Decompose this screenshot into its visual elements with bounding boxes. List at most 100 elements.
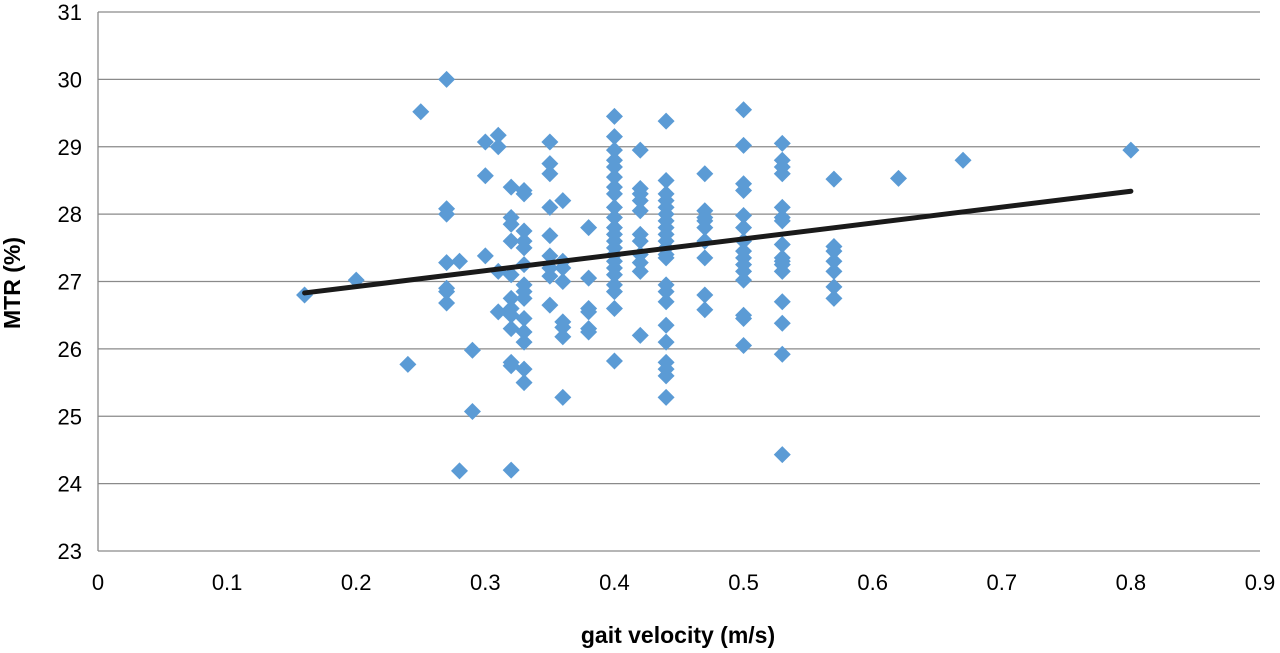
data-point-27 <box>502 289 520 307</box>
data-point-88 <box>605 266 623 284</box>
data-point-12 <box>451 462 469 480</box>
x-tick-label-0: 0 <box>92 570 104 595</box>
data-point-78 <box>605 185 623 203</box>
data-point-172 <box>825 289 843 307</box>
data-point-11 <box>451 252 469 270</box>
data-point-7 <box>438 254 456 272</box>
points-layer <box>296 70 1140 480</box>
data-point-33 <box>502 461 520 479</box>
data-point-13 <box>463 341 481 359</box>
y-tick-label-2: 25 <box>58 404 82 429</box>
data-point-154 <box>773 198 791 216</box>
data-point-36 <box>515 222 533 240</box>
data-point-76 <box>605 168 623 186</box>
data-point-72 <box>605 128 623 146</box>
grid-layer <box>97 11 1260 552</box>
data-point-29 <box>502 306 520 324</box>
data-point-134 <box>696 301 714 319</box>
data-point-132 <box>696 249 714 267</box>
data-point-4 <box>438 70 456 88</box>
data-point-138 <box>735 182 753 200</box>
data-point-91 <box>605 299 623 317</box>
data-point-18 <box>489 126 507 144</box>
data-point-19 <box>489 138 507 156</box>
data-point-161 <box>773 262 791 280</box>
data-point-165 <box>773 446 791 464</box>
data-point-80 <box>605 208 623 226</box>
y-tick-label-6: 29 <box>58 135 82 160</box>
data-point-15 <box>476 133 494 151</box>
data-point-60 <box>554 273 572 290</box>
data-point-25 <box>502 232 520 250</box>
data-point-57 <box>554 192 572 210</box>
x-tick-label-5: 0.5 <box>728 570 759 595</box>
y-tick-label-3: 26 <box>58 337 82 362</box>
x-tick-label-8: 0.8 <box>1116 570 1147 595</box>
data-point-14 <box>463 403 481 421</box>
data-point-44 <box>515 323 533 341</box>
data-point-10 <box>438 294 456 312</box>
data-point-49 <box>541 155 559 173</box>
data-point-105 <box>657 171 675 189</box>
data-point-153 <box>773 165 791 183</box>
data-point-175 <box>1122 141 1140 159</box>
data-point-101 <box>631 254 649 272</box>
data-point-48 <box>541 133 559 151</box>
data-point-96 <box>631 192 649 210</box>
data-point-2 <box>399 355 417 373</box>
data-point-140 <box>735 219 753 237</box>
data-point-157 <box>773 235 791 253</box>
data-point-102 <box>631 262 649 280</box>
data-point-62 <box>554 318 572 336</box>
data-point-103 <box>631 326 649 344</box>
data-point-171 <box>825 278 843 296</box>
data-point-43 <box>515 310 533 328</box>
data-point-42 <box>515 289 533 307</box>
data-point-166 <box>825 170 843 188</box>
x-tick-label-7: 0.7 <box>986 570 1017 595</box>
data-point-93 <box>631 141 649 159</box>
data-point-148 <box>735 310 753 328</box>
data-point-73 <box>605 141 623 159</box>
data-point-169 <box>825 252 843 270</box>
data-point-170 <box>825 262 843 280</box>
data-point-51 <box>541 198 559 216</box>
trendline-layer <box>302 188 1134 296</box>
data-point-55 <box>541 267 559 285</box>
y-tick-label-0: 23 <box>58 539 82 564</box>
data-point-38 <box>515 239 533 257</box>
data-point-164 <box>773 345 791 363</box>
data-point-130 <box>696 219 714 237</box>
data-point-32 <box>502 357 520 375</box>
data-point-50 <box>541 165 559 183</box>
data-point-64 <box>554 388 572 406</box>
y-tick-label-8: 31 <box>58 0 82 25</box>
data-point-133 <box>696 286 714 304</box>
y-tick-label-4: 27 <box>58 270 82 295</box>
data-point-65 <box>580 219 598 237</box>
data-point-156 <box>773 212 791 230</box>
x-tick-label-3: 0.3 <box>470 570 501 595</box>
data-point-56 <box>541 296 559 314</box>
data-point-35 <box>515 185 533 203</box>
data-point-90 <box>605 283 623 301</box>
data-point-70 <box>580 323 598 341</box>
y-tick-label-1: 24 <box>58 472 82 497</box>
data-point-47 <box>515 374 533 392</box>
x-tick-labels: 0 0.1 0.2 0.3 0.4 0.5 0.6 0.7 0.8 0.9 <box>92 570 1275 595</box>
x-tick-label-6: 0.6 <box>857 570 888 595</box>
data-point-139 <box>735 206 753 224</box>
data-point-17 <box>476 247 494 265</box>
data-point-68 <box>580 303 598 321</box>
data-point-21 <box>489 303 507 321</box>
x-axis-label: gait velocity (m/s) <box>581 622 775 648</box>
data-point-124 <box>657 367 675 385</box>
data-point-46 <box>515 360 533 378</box>
data-point-104 <box>657 112 675 130</box>
data-point-120 <box>657 316 675 334</box>
x-tick-label-1: 0.1 <box>212 570 243 595</box>
data-point-163 <box>773 314 791 332</box>
data-point-146 <box>735 271 753 289</box>
y-tick-label-5: 28 <box>58 202 82 227</box>
